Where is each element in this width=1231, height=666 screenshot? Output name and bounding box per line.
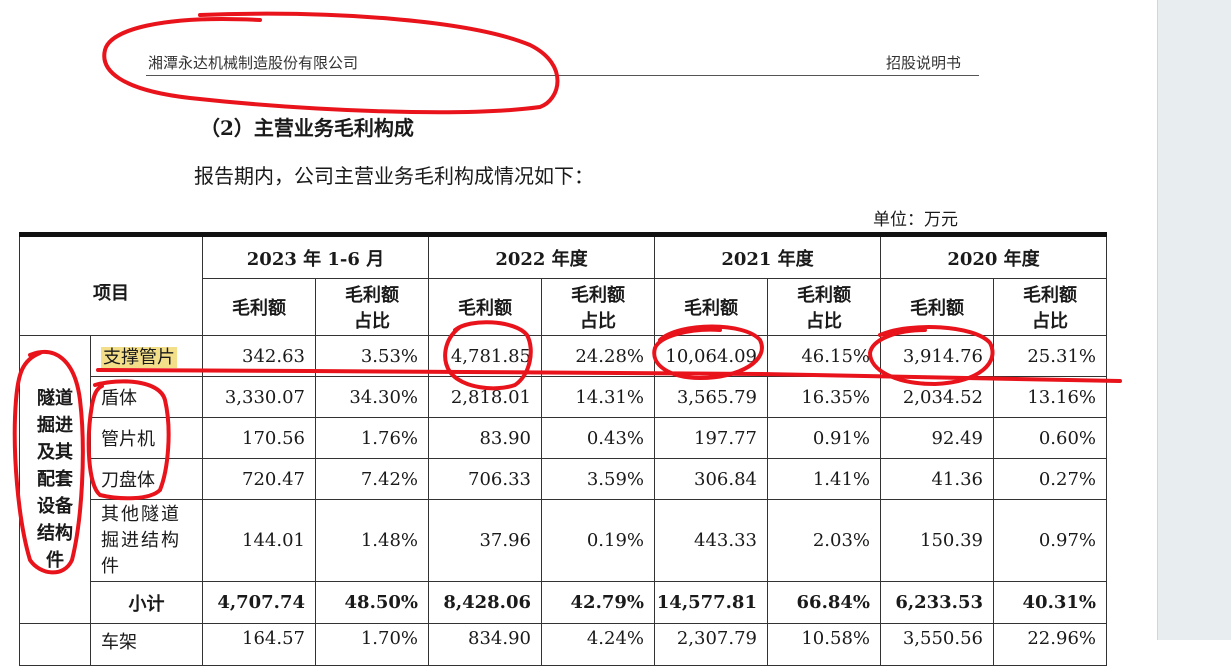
sub-header-amount: 毛利额 (202, 278, 316, 336)
cell: 10,064.09 (654, 335, 768, 377)
cell: 1.76% (315, 417, 429, 459)
cell: 306.84 (654, 458, 768, 500)
cell: 2.03% (767, 499, 881, 582)
cell: 8,428.06 (428, 581, 542, 624)
cell: 24.28% (541, 335, 655, 377)
cell: 2,307.79 (654, 623, 768, 666)
sub-header-share: 毛利额 占比 (541, 278, 655, 336)
cell: 720.47 (202, 458, 316, 500)
subtotal-row: 小计 4,707.74 48.50% 8,428.06 42.79% 14,57… (20, 581, 1107, 624)
header-item: 项目 (19, 232, 203, 336)
cell: 1.70% (315, 623, 429, 666)
cell: 0.43% (541, 417, 655, 459)
cell: 3,565.79 (654, 376, 768, 418)
cell: 7.42% (315, 458, 429, 500)
cell: 0.97% (993, 499, 1107, 582)
row-name: 小计 (90, 581, 203, 624)
gross-profit-table: 项目 2023 年 1-6 月 2022 年度 2021 年度 2020 年度 … (19, 232, 1107, 666)
sub-header-share: 毛利额 占比 (993, 278, 1107, 336)
header-rule (146, 75, 979, 76)
cell: 443.33 (654, 499, 768, 582)
row-name: 盾体 (90, 376, 203, 418)
header-period: 2021 年度 (654, 232, 881, 279)
cell: 2,818.01 (428, 376, 542, 418)
side-panel (1157, 0, 1231, 640)
cell: 2,034.52 (880, 376, 994, 418)
header-doc-type: 招股说明书 (886, 54, 962, 72)
group-label: 隧道 掘进 及其 配套 设备 结构件 (19, 335, 91, 624)
row-name: 车架 (90, 623, 203, 666)
cell: 0.27% (993, 458, 1107, 500)
table-row: 其他隧道 掘进结构件 144.01 1.48% 37.96 0.19% 443.3… (20, 499, 1107, 582)
row-name: 其他隧道 掘进结构件 (90, 499, 203, 582)
cell: 14,577.81 (654, 581, 768, 624)
cell: 83.90 (428, 417, 542, 459)
header-period: 2022 年度 (428, 232, 655, 279)
cell: 3.59% (541, 458, 655, 500)
cell: 170.56 (202, 417, 316, 459)
cell: 4.24% (541, 623, 655, 666)
table-row: 盾体 3,330.07 34.30% 2,818.01 14.31% 3,565… (20, 376, 1107, 418)
cell: 0.19% (541, 499, 655, 582)
sub-header-amount: 毛利额 (654, 278, 768, 336)
cell: 42.79% (541, 581, 655, 624)
cell: 342.63 (202, 335, 316, 377)
cell: 3,914.76 (880, 335, 994, 377)
cell: 1.48% (315, 499, 429, 582)
cell: 13.16% (993, 376, 1107, 418)
cell: 164.57 (202, 623, 316, 666)
cell: 3,550.56 (880, 623, 994, 666)
cell: 150.39 (880, 499, 994, 582)
cell: 0.91% (767, 417, 881, 459)
intro-text: 报告期内，公司主营业务毛利构成情况如下： (194, 164, 594, 188)
cell: 144.01 (202, 499, 316, 582)
cell: 46.15% (767, 335, 881, 377)
cell: 3,330.07 (202, 376, 316, 418)
table-row: 管片机 170.56 1.76% 83.90 0.43% 197.77 0.91… (20, 417, 1107, 459)
sub-header-share: 毛利额 占比 (767, 278, 881, 336)
table-row: 隧道 掘进 及其 配套 设备 结构件 支撑管片 342.63 3.53% 4,781.85… (19, 335, 1107, 624)
cell: 10.58% (767, 623, 881, 666)
cell: 4,707.74 (202, 581, 316, 624)
cell: 706.33 (428, 458, 542, 500)
cell: 834.90 (428, 623, 542, 666)
cell: 37.96 (428, 499, 542, 582)
table-row: 刀盘体 720.47 7.42% 706.33 3.59% 306.84 1.4… (20, 458, 1107, 500)
header-period: 2020 年度 (880, 232, 1107, 279)
cell: 25.31% (993, 335, 1107, 377)
cell: 92.49 (880, 417, 994, 459)
header-company: 湘潭永达机械制造股份有限公司 (148, 54, 359, 72)
cell: 4,781.85 (428, 335, 542, 377)
sub-header-share: 毛利额 占比 (315, 278, 429, 336)
cell: 6,233.53 (880, 581, 994, 624)
section-title: （2）主营业务毛利构成 (200, 116, 414, 140)
cell: 22.96% (993, 623, 1107, 666)
sub-header-amount: 毛利额 (428, 278, 542, 336)
group-label-empty (19, 623, 91, 666)
cell: 197.77 (654, 417, 768, 459)
cell: 40.31% (993, 581, 1107, 624)
cell: 0.60% (993, 417, 1107, 459)
cell: 1.41% (767, 458, 881, 500)
row-name: 支撑管片 (90, 335, 203, 377)
row-name: 管片机 (90, 417, 203, 459)
cell: 48.50% (315, 581, 429, 624)
cell: 34.30% (315, 376, 429, 418)
cell: 66.84% (767, 581, 881, 624)
table-row: 车架 164.57 1.70% 834.90 4.24% 2,307.79 10… (19, 623, 1107, 666)
sub-header-amount: 毛利额 (880, 278, 994, 336)
cell: 41.36 (880, 458, 994, 500)
cell: 3.53% (315, 335, 429, 377)
unit-label: 单位：万元 (873, 210, 958, 230)
cell: 14.31% (541, 376, 655, 418)
cell: 16.35% (767, 376, 881, 418)
header-period: 2023 年 1-6 月 (202, 232, 429, 279)
row-name: 刀盘体 (90, 458, 203, 500)
